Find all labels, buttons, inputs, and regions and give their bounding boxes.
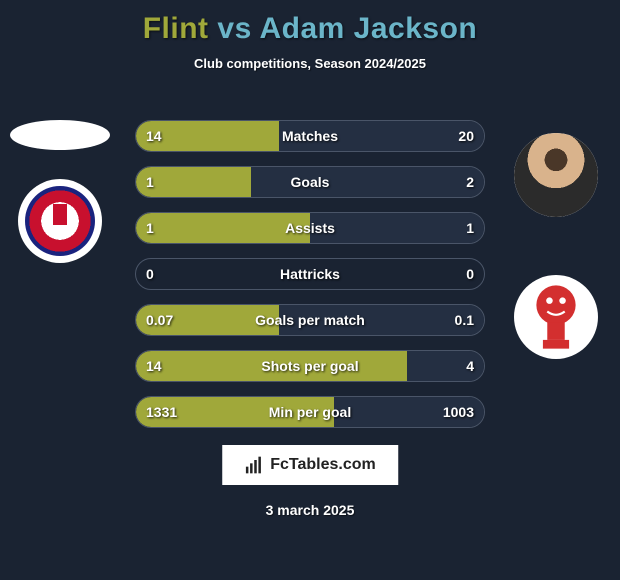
stat-label: Min per goal: [136, 404, 484, 420]
watermark-text: FcTables.com: [270, 456, 376, 474]
watermark: FcTables.com: [222, 445, 398, 485]
stat-row: 144Shots per goal: [135, 350, 485, 382]
adam-jackson-photo: [514, 133, 598, 217]
stats-container: 1420Matches 12Goals 11Assists 00Hattricks 0.…: [135, 120, 485, 442]
stat-label: Hattricks: [136, 266, 484, 282]
stat-label: Goals per match: [136, 312, 484, 328]
player1-name: Flint: [143, 12, 209, 45]
stat-row: 12Goals: [135, 166, 485, 198]
vs-text: vs: [217, 12, 251, 45]
date-text: 3 march 2025: [0, 502, 620, 518]
crawley-badge-icon: [25, 186, 95, 256]
stat-row: 0.070.1Goals per match: [135, 304, 485, 336]
stat-label: Goals: [136, 174, 484, 190]
stat-label: Matches: [136, 128, 484, 144]
lincoln-city-badge: [514, 275, 598, 359]
crawley-town-badge: [18, 179, 102, 263]
stat-row: 11Assists: [135, 212, 485, 244]
player1-photo-placeholder: [10, 120, 110, 150]
stat-label: Assists: [136, 220, 484, 236]
player-photo-icon: [514, 133, 598, 217]
lincoln-badge-icon: [523, 281, 589, 353]
stat-row: 13311003Min per goal: [135, 396, 485, 428]
stat-label: Shots per goal: [136, 358, 484, 374]
subtitle: Club competitions, Season 2024/2025: [0, 56, 620, 71]
player2-name: Adam Jackson: [260, 12, 478, 45]
stat-row: 1420Matches: [135, 120, 485, 152]
stat-row: 00Hattricks: [135, 258, 485, 290]
comparison-title: Flint vs Adam Jackson: [0, 0, 620, 46]
chart-icon: [244, 455, 264, 475]
